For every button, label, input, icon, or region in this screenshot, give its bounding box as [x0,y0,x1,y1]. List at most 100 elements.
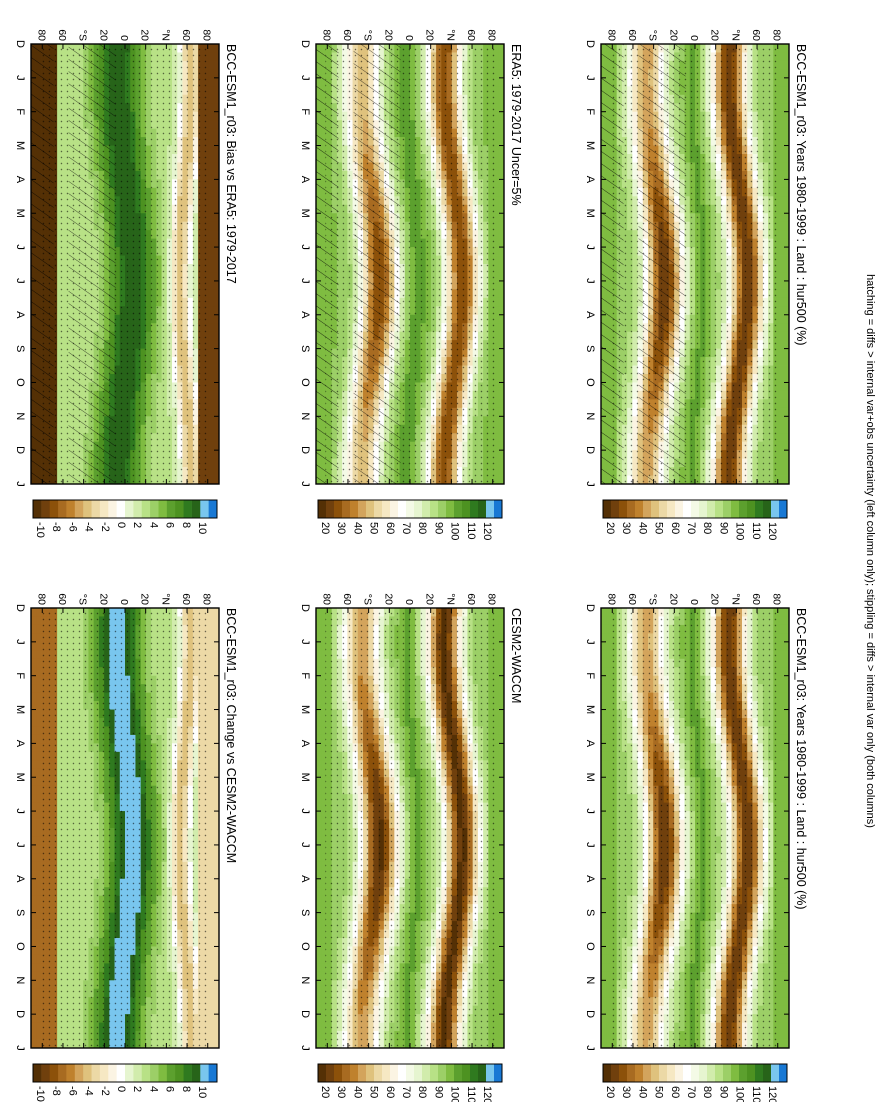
x-tick-label: D [584,1010,596,1018]
heatmap-cell [783,692,789,702]
colorbar-label: 60 [669,1086,681,1098]
x-tick-label: A [584,176,596,184]
colorbar-label: 80 [701,1086,713,1098]
heatmap-cell [498,103,504,113]
y-tick-label: 0 [688,35,700,41]
chart-panel-3: ERA5: 1979-2017 Uncer=5%DJFMAMJJASONDJ80… [299,29,523,540]
heatmap-cell [783,196,789,206]
colorbar-label: 30 [620,522,632,534]
heatmap-cell [783,162,789,172]
colorbar-swatch [674,1064,683,1082]
heatmap-cell [783,77,789,87]
y-tick-label: 60 [750,29,762,41]
heatmap-cell [498,145,504,155]
stippling-overlay [610,44,780,484]
x-tick-label: J [584,639,596,645]
x-tick-label: S [584,345,596,352]
heatmap-cell [498,221,504,231]
panels: BCC-ESM1_r03: Years 1980-1999 : Land : h… [14,29,808,1102]
heatmap-cell [783,221,789,231]
heatmap-cell [783,331,789,341]
colorbar-label: 20 [604,522,616,534]
heatmap-cell [783,641,789,651]
colorbar-swatch [746,1064,755,1082]
x-tick-label: N [584,976,596,984]
heatmap-cell [783,819,789,829]
heatmap-cell [783,340,789,350]
colorbar-swatch [722,500,731,518]
colorbar-label: 70 [685,522,697,534]
heatmap-cell [498,77,504,87]
colorbar-label: 20 [604,1086,616,1098]
heatmap-cell [783,785,789,795]
hatching-overlay [600,44,624,484]
heatmap-cell [783,187,789,197]
x-tick-label: S [584,909,596,916]
chart-panel-1: BCC-ESM1_r03: Years 1980-1999 : Land : h… [584,29,808,540]
heatmap-cell [783,69,789,79]
heatmap-cell [783,726,789,736]
figure-rotated: BCC-ESM1_r03: Years 1980-1999 : Land : h… [14,29,876,1102]
hatching-overlay [638,44,686,484]
y-tick-label: 20 [667,593,679,605]
heatmap-cell [783,154,789,163]
colorbar-swatch [634,1064,643,1082]
x-tick-label: J [584,244,596,250]
stippling-overlay [610,608,780,1048]
heatmap-cell [783,86,789,96]
colorbar-swatch [754,1064,763,1082]
heatmap-cell [783,382,789,392]
heatmap-cell [498,69,504,79]
colorbar-label: 100 [734,522,746,540]
colorbar-label: 110 [750,1086,762,1102]
heatmap-cell [783,289,789,299]
y-tick-label: 20 [709,593,721,605]
heatmap-cell [783,348,789,358]
chart-panel-2: BCC-ESM1_r03: Years 1980-1999 : Land : h… [584,593,808,1102]
x-tick-label: D [584,446,596,454]
heatmap-cell [498,111,504,121]
heatmap-cell [783,921,789,930]
heatmap-cell [783,904,789,914]
heatmap-cell [783,145,789,155]
heatmap-cell [783,255,789,265]
heatmap-cell [498,230,504,240]
heatmap-cell [783,111,789,121]
heatmap-cell [498,247,504,256]
colorbar-swatch [770,1064,779,1082]
colorbar-label: 40 [636,522,648,534]
heatmap-cell [783,608,789,617]
x-tick-label: M [584,705,596,714]
colorbar-swatch [642,1064,651,1082]
heatmap-cell [783,416,789,426]
heatmap-cell [498,86,504,96]
colorbar-swatch [730,500,739,518]
colorbar-swatch [618,1064,627,1082]
heatmap-cell [783,861,789,871]
x-tick-label: O [584,942,596,951]
heatmap-cell [498,196,504,206]
heatmap-cell [783,794,789,804]
heatmap-cell [783,213,789,223]
heatmap-cell [783,954,789,964]
colorbar-swatch [746,500,755,518]
colorbar-swatch [698,1064,707,1082]
heatmap-cell [498,213,504,223]
colorbar-swatch [626,1064,635,1082]
heatmap-cell [783,357,789,366]
heatmap-cell [498,162,504,172]
colorbar-label: 120 [766,1086,778,1102]
colorbar-label: 90 [717,1086,729,1098]
heatmap-cell [498,137,504,146]
heatmap-cell [783,878,789,888]
colorbar-swatch [674,500,683,518]
heatmap-cell [783,768,789,778]
colorbar-swatch [626,500,635,518]
y-tick-label: 80 [771,29,783,41]
colorbar-swatch [714,500,723,518]
heatmap-cell [783,709,789,719]
heatmap-cell [783,407,789,417]
x-tick-label: J [584,75,596,81]
